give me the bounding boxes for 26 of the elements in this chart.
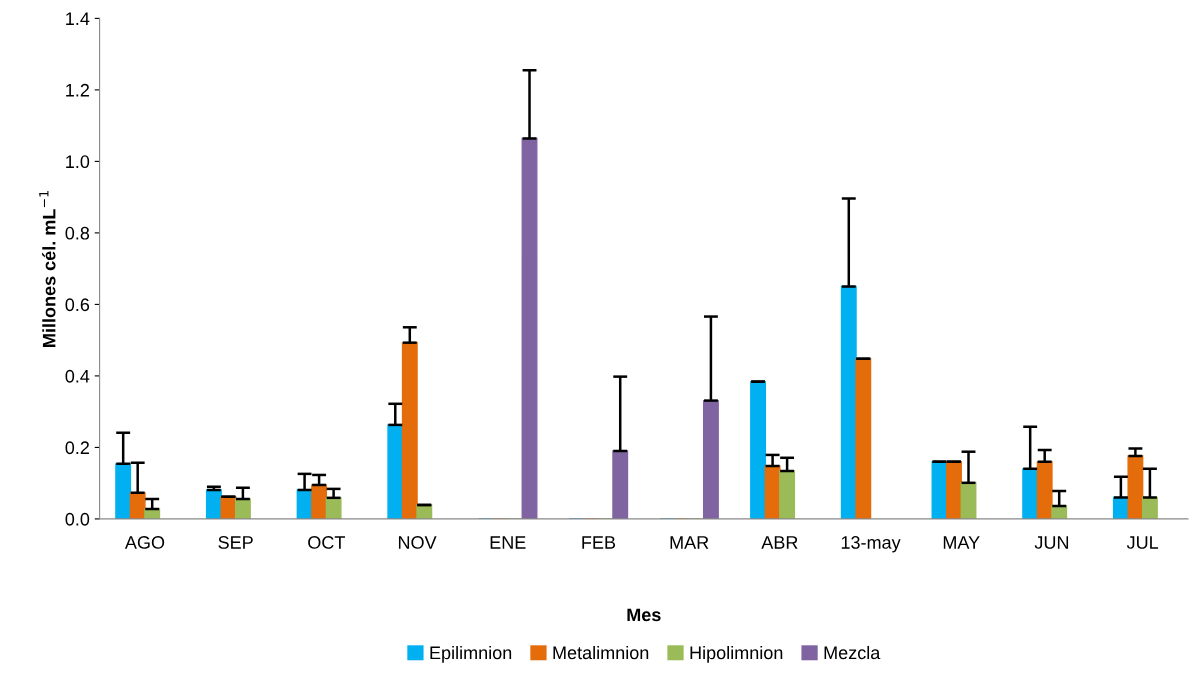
x-tick-label: FEB [582, 536, 616, 549]
x-tick-label: MAR [670, 536, 709, 549]
x-tick-label: AGO [124, 536, 165, 549]
y-tick-label: 1.4 [66, 12, 90, 25]
y-tick-label: 1.2 [66, 83, 89, 97]
y-tick-label: 0.8 [65, 226, 90, 240]
x-tick-label: SEP [218, 536, 253, 549]
x-tick-label: MAY [943, 536, 980, 549]
y-tick-label: 1.0 [66, 155, 90, 169]
x-tick-label: JUN [1034, 536, 1069, 549]
x-tick-label: NOV [398, 536, 437, 549]
y-tick-label: 0.4 [65, 369, 90, 383]
legend-label: Metalimnion [553, 645, 649, 660]
x-tick-label: ABR [761, 536, 798, 549]
x-tick-label: 13-may [841, 536, 901, 553]
legend-label: Mezcla [824, 645, 881, 660]
legend-label: Hipolimnion [690, 645, 783, 663]
y-tick-label: 0.6 [65, 298, 90, 312]
x-tick-label: ENE [490, 536, 526, 549]
x-axis-title: Mes [627, 608, 661, 622]
legend-label: Epilimnion [430, 645, 512, 663]
y-tick-label: 0.2 [65, 441, 89, 455]
y-tick-label: 0.0 [65, 512, 90, 526]
x-tick-label: OCT [308, 536, 345, 549]
y-axis-title: Millones cél. mL$^{−1}$ [39, 191, 56, 347]
x-tick-label: JUL [1126, 536, 1159, 549]
